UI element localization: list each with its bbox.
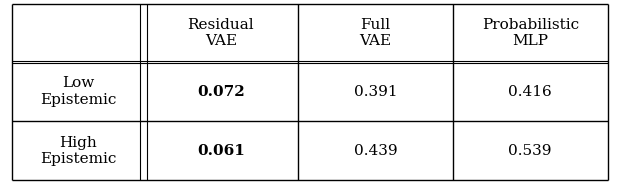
Text: 0.391: 0.391 [353,85,397,99]
Text: Low
Epistemic: Low Epistemic [40,77,116,107]
Text: 0.072: 0.072 [197,85,245,99]
Text: 0.539: 0.539 [508,144,552,158]
Text: High
Epistemic: High Epistemic [40,136,116,166]
Text: Full
VAE: Full VAE [360,18,392,48]
Text: 0.439: 0.439 [353,144,397,158]
Text: 0.061: 0.061 [197,144,245,158]
Text: Probabilistic
MLP: Probabilistic MLP [482,18,579,48]
Text: 0.416: 0.416 [508,85,552,99]
Text: Residual
VAE: Residual VAE [187,18,254,48]
